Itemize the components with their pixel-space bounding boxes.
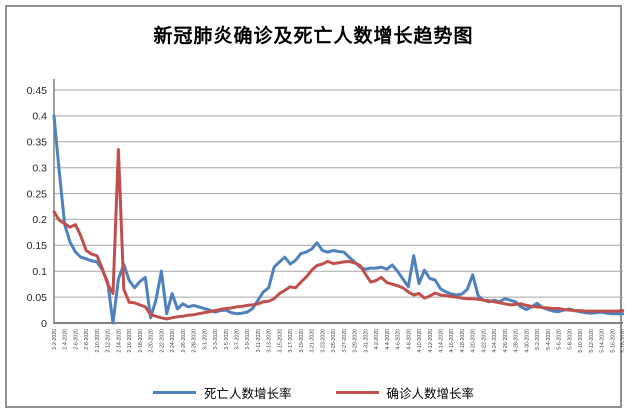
x-tick-label: 5-12-2020: [589, 329, 595, 353]
x-tick-label: 4-4-2020: [385, 329, 391, 350]
x-tick-label: 2-26-2020: [181, 329, 187, 353]
y-tick-label: 0.2: [32, 214, 47, 226]
y-tick-label: 0.35: [27, 137, 48, 149]
x-tick-label: 2-28-2020: [192, 329, 198, 353]
x-tick-label: 5-10-2020: [578, 329, 584, 353]
x-tick-label: 3-13-2020: [267, 329, 273, 353]
x-tick-label: 2-22-2020: [159, 329, 165, 353]
x-tick-label: 4-28-2020: [514, 329, 520, 353]
x-tick-label: 4-30-2020: [524, 329, 530, 353]
x-tick-label: 3-1-2020: [202, 329, 208, 350]
x-tick-label: 2-24-2020: [170, 329, 176, 353]
x-tick-label: 4-10-2020: [417, 329, 423, 353]
x-tick-label: 4-14-2020: [439, 329, 445, 353]
x-tick-label: 4-8-2020: [406, 329, 412, 350]
x-tick-label: 4-2-2020: [374, 329, 380, 350]
x-tick-label: 3-7-2020: [235, 329, 241, 350]
x-tick-label: 3-11-2020: [256, 329, 262, 352]
x-tick-label: 3-23-2020: [320, 329, 326, 353]
legend: 死亡人数增长率 确诊人数增长率: [7, 383, 620, 402]
y-tick-label: 0.45: [27, 85, 48, 97]
x-tick-label: 4-16-2020: [449, 329, 455, 353]
x-tick-label: 3-31-2020: [363, 329, 369, 353]
x-tick-label: 2-10-2020: [95, 329, 101, 353]
x-tick-label: 5-2-2020: [535, 329, 541, 350]
x-tick-label: 3-27-2020: [342, 329, 348, 353]
x-tick-label: 3-15-2020: [278, 329, 284, 353]
legend-item-confirmed-rate: 确诊人数增长率: [335, 383, 475, 402]
y-tick-label: 0.1: [32, 266, 47, 278]
x-tick-label: 3-21-2020: [310, 329, 316, 353]
x-tick-label: 4-24-2020: [492, 329, 498, 353]
series-line-confirmed-rate: [52, 148, 624, 321]
x-tick-label: 4-26-2020: [503, 329, 509, 353]
x-tick-label: 2-12-2020: [106, 329, 112, 353]
chart-title: 新冠肺炎确诊及死亡人数增长趋势图: [153, 26, 474, 47]
legend-item-death-rate: 死亡人数增长率: [152, 383, 292, 402]
x-tick-label: 3-9-2020: [245, 329, 251, 350]
x-tick-label: 3-5-2020: [224, 329, 230, 350]
x-tick-label: 2-4-2020: [63, 329, 69, 350]
legend-line-swatch-blue: [152, 391, 196, 394]
y-tick-label: 0: [41, 318, 47, 330]
legend-line-swatch-red: [335, 391, 379, 394]
plot-area: 0 0.05 0.1 0.15 0.2 0.25 0.3 0.35 0.4 0.45 2-2-202…: [27, 79, 624, 353]
legend-label-death-rate: 死亡人数增长率: [203, 387, 292, 401]
x-tick-label: 5-18-2020: [621, 329, 624, 353]
x-tick-label: 4-20-2020: [471, 329, 477, 353]
x-tick-label: 3-3-2020: [213, 329, 219, 350]
x-tick-label: 2-8-2020: [84, 329, 90, 350]
y-tick-label: 0.25: [27, 188, 48, 200]
x-tick-label: 5-8-2020: [567, 329, 573, 350]
chart-frame: 新冠肺炎确诊及死亡人数增长趋势图 0 0.05 0.1 0.15 0.2 0.25 0.3 0…: [5, 5, 624, 408]
x-tick-label: 4-22-2020: [481, 329, 487, 353]
x-tick-label: 2-18-2020: [138, 329, 144, 353]
x-tick-label: 5-4-2020: [546, 329, 552, 350]
x-tick-label: 3-19-2020: [299, 329, 305, 353]
x-tick-label: 2-14-2020: [116, 329, 122, 353]
y-tick-label: 0.05: [27, 292, 48, 304]
y-tick-label: 0.15: [27, 240, 48, 252]
x-tick-label: 5-14-2020: [600, 329, 606, 353]
x-tick-label: 3-25-2020: [331, 329, 337, 353]
x-tick-label: 4-12-2020: [428, 329, 434, 353]
series-line-death-rate: [52, 114, 624, 325]
y-tick-label: 0.3: [32, 163, 47, 175]
legend-label-confirmed-rate: 确诊人数增长率: [386, 387, 475, 401]
x-tick-label: 2-20-2020: [149, 329, 155, 353]
x-tick-label: 4-18-2020: [460, 329, 466, 353]
x-tick-label: 3-29-2020: [353, 329, 359, 353]
x-tick-label: 2-16-2020: [127, 329, 133, 353]
x-tick-label: 5-6-2020: [557, 329, 563, 350]
x-tick-label: 2-6-2020: [74, 329, 80, 350]
x-tick-label: 3-17-2020: [288, 329, 294, 353]
x-tick-label: 5-16-2020: [610, 329, 616, 353]
x-tick-label: 4-6-2020: [396, 329, 402, 350]
x-tick-label: 2-2-2020: [52, 329, 58, 350]
y-tick-label: 0.4: [32, 111, 47, 123]
